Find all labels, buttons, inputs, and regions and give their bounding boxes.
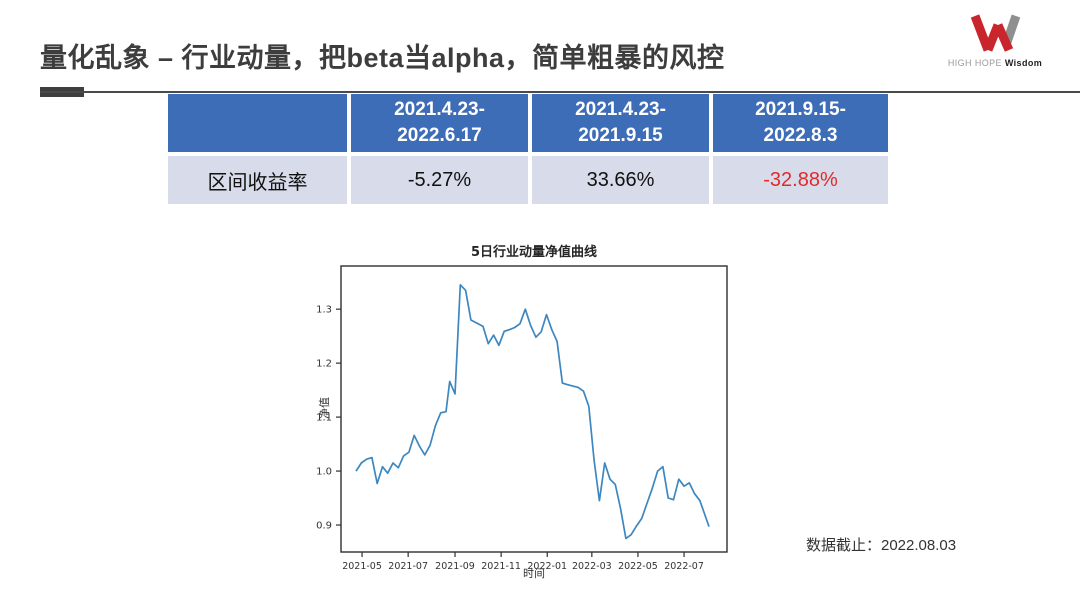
table-header-period-2: 2021.4.23- 2021.9.15 xyxy=(532,94,709,152)
svg-text:0.9: 0.9 xyxy=(316,521,332,532)
table-header-period-3: 2021.9.15- 2022.8.3 xyxy=(713,94,888,152)
logo-w-icon xyxy=(970,14,1021,52)
table-header-empty xyxy=(168,94,347,152)
return-table: 2021.4.23- 2022.6.17 2021.4.23- 2021.9.1… xyxy=(168,94,888,204)
table-header-period-1: 2021.4.23- 2022.6.17 xyxy=(351,94,528,152)
svg-text:1.2: 1.2 xyxy=(316,359,332,370)
svg-text:2021-07: 2021-07 xyxy=(388,561,428,572)
svg-text:1.3: 1.3 xyxy=(316,305,332,316)
logo-text-light: HIGH HOPE xyxy=(947,58,1002,68)
data-cutoff-note: 数据截止：2022.08.03 xyxy=(806,537,957,554)
svg-text:2021-11: 2021-11 xyxy=(481,561,521,572)
svg-text:1.0: 1.0 xyxy=(316,467,332,478)
page-title: 量化乱象 – 行业动量，把beta当alpha，简单粗暴的风控 xyxy=(40,43,725,73)
title-divider-line xyxy=(40,91,1080,93)
svg-text:2021-09: 2021-09 xyxy=(435,561,475,572)
table-cell-return-1: -5.27% xyxy=(351,156,528,204)
logo-text: HIGH HOPE Wisdom xyxy=(928,58,1062,68)
svg-text:2022-05: 2022-05 xyxy=(618,561,658,572)
chart-x-axis-label: 时间 xyxy=(523,567,545,580)
table-row-label: 区间收益率 xyxy=(168,156,347,204)
logo-text-bold: Wisdom xyxy=(1004,58,1043,68)
svg-text:1.1: 1.1 xyxy=(316,413,332,424)
svg-text:2022-07: 2022-07 xyxy=(664,561,704,572)
svg-text:2021-05: 2021-05 xyxy=(342,561,382,572)
company-logo: HIGH HOPE Wisdom xyxy=(928,12,1062,68)
svg-text:2022-01: 2022-01 xyxy=(527,561,567,572)
svg-text:2022-03: 2022-03 xyxy=(572,561,612,572)
chart-title: 5日行业动量净值曲线 xyxy=(470,245,598,260)
table-cell-return-2: 33.66% xyxy=(532,156,709,204)
chart-plot-area: 0.9 1.0 1.1 1.2 1.3 2021-05 2021-07 2021-09 2021… xyxy=(316,265,728,572)
table-cell-return-3: -32.88% xyxy=(713,156,888,204)
